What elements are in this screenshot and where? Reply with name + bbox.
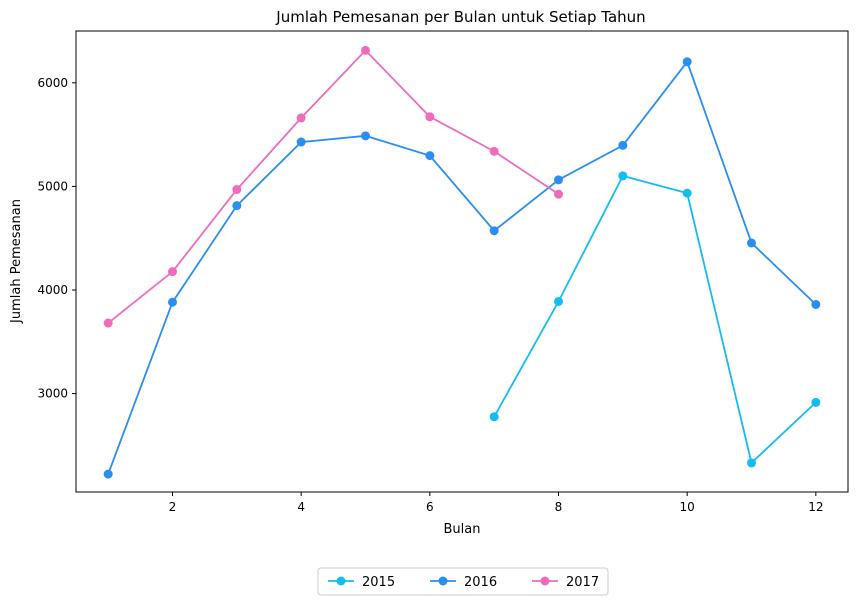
data-point-2016 (103, 469, 113, 479)
data-point-2016 (425, 151, 435, 161)
legend-marker-2016 (438, 576, 448, 586)
data-point-2015 (682, 188, 692, 198)
series-2016 (103, 57, 821, 479)
y-axis-ticks: 3000 4000 5000 6000 (37, 76, 76, 401)
data-point-2016 (489, 226, 499, 236)
y-tick-label: 6000 (37, 76, 68, 90)
data-point-2017 (168, 267, 177, 277)
y-axis-label: Jumlah Pemesanan (9, 199, 24, 324)
x-tick-label: 2 (169, 500, 177, 514)
legend-items: 2015 2016 2017 (328, 575, 599, 590)
data-point-2015 (554, 296, 563, 306)
y-tick-label: 3000 (37, 387, 68, 401)
series-2017 (103, 45, 563, 328)
legend-label-2017: 2017 (566, 575, 599, 590)
data-point-2015 (811, 397, 821, 407)
data-point-2017 (361, 45, 370, 55)
data-point-2016 (747, 238, 756, 248)
legend-marker-2015 (336, 576, 346, 586)
plot-area-frame (75, 30, 849, 493)
data-point-2015 (489, 412, 499, 422)
data-point-2015 (618, 171, 628, 181)
legend-label-2016: 2016 (464, 575, 497, 590)
x-axis-label: Bulan (444, 522, 481, 537)
x-tick-label: 8 (555, 500, 563, 514)
data-point-2017 (425, 112, 435, 122)
data-point-2016 (811, 299, 821, 309)
series-2015 (489, 171, 821, 468)
chart-title: Jumlah Pemesanan per Bulan untuk Setiap … (275, 8, 645, 26)
x-axis-ticks: 2 4 6 8 10 12 (169, 492, 823, 514)
data-point-2017 (296, 113, 306, 123)
data-point-2015 (747, 458, 756, 468)
x-tick-label: 12 (808, 500, 823, 514)
y-tick-label: 5000 (37, 179, 68, 193)
legend-frame (317, 567, 609, 596)
data-point-2016 (168, 297, 177, 307)
data-point-2016 (232, 201, 242, 211)
data-point-2017 (103, 318, 113, 328)
data-point-2016 (618, 140, 628, 150)
data-point-2016 (361, 131, 370, 141)
legend: 2015 2016 2017 (317, 567, 609, 596)
x-tick-label: 6 (426, 500, 434, 514)
legend-label-2015: 2015 (362, 575, 395, 590)
data-point-2017 (232, 185, 242, 195)
x-tick-label: 4 (297, 500, 305, 514)
y-tick-label: 4000 (37, 283, 68, 297)
data-point-2017 (554, 189, 563, 199)
data-point-2016 (296, 137, 306, 147)
series-lines (103, 45, 821, 479)
series-line-2017 (107, 49, 559, 324)
x-tick-label: 10 (680, 500, 695, 514)
data-point-2017 (489, 146, 499, 156)
data-point-2016 (554, 175, 563, 185)
data-point-2016 (682, 57, 692, 67)
series-line-2016 (107, 59, 817, 475)
series-line-2015 (493, 174, 817, 465)
legend-marker-2017 (540, 576, 550, 586)
